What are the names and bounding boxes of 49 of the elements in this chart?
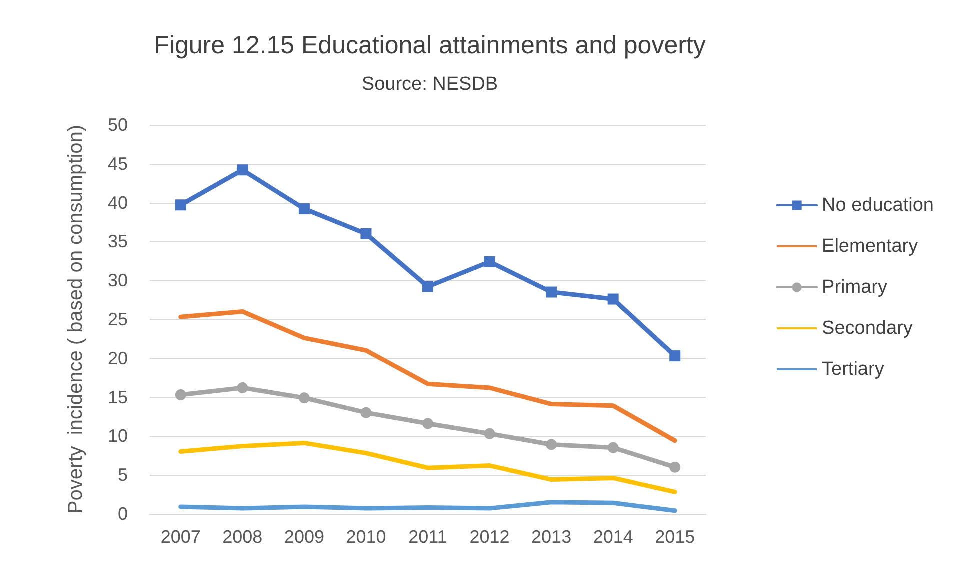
y-tick-label: 10 [108, 426, 128, 446]
y-tick-label: 0 [118, 504, 128, 524]
chart-title: Figure 12.15 Educational attainments and poverty [154, 32, 706, 60]
y-tick-label: 40 [108, 192, 128, 213]
x-tick-label: 2011 [408, 527, 448, 547]
x-tick-label: 2008 [222, 527, 263, 547]
point [360, 228, 372, 240]
legend-label: Primary [822, 277, 888, 298]
x-tick-label: 2014 [593, 527, 634, 547]
point [298, 392, 310, 404]
point [237, 164, 248, 176]
y-tick-label: 35 [108, 232, 128, 252]
y-axis-title: Poverty incidence ( based on consumption) [65, 124, 87, 514]
x-tick-label: 2009 [284, 527, 324, 547]
x-tick-label: 2007 [160, 527, 201, 547]
y-tick-label: 25 [108, 310, 128, 330]
point [608, 442, 619, 454]
legend-label: Tertiary [822, 359, 885, 380]
line-series [178, 309, 678, 444]
y-tick-label: 15 [108, 387, 128, 408]
y-tick-label: 5 [118, 465, 128, 486]
point [175, 200, 186, 211]
legend-label: Elementary [822, 236, 919, 257]
point [608, 294, 619, 305]
point [484, 256, 496, 268]
x-tick-label: 2013 [532, 527, 572, 547]
x-tick-label: 2012 [470, 527, 510, 547]
point [546, 286, 558, 298]
line-series [178, 440, 678, 494]
point [422, 281, 434, 292]
legend-label: No education [822, 195, 934, 216]
point [422, 418, 434, 430]
point [484, 428, 496, 440]
point [237, 382, 248, 394]
chart-subtitle: Source: NESDB [362, 74, 498, 95]
y-tick-label: 20 [108, 348, 128, 368]
y-tick-label: 50 [108, 115, 128, 135]
point [546, 439, 558, 450]
point [298, 204, 310, 215]
point [360, 407, 372, 418]
line-series [178, 500, 678, 514]
point [175, 389, 186, 400]
point [670, 350, 681, 362]
y-tick-label: 45 [108, 154, 128, 174]
point [670, 462, 681, 473]
x-tick-label: 2010 [346, 527, 386, 547]
legend-label: Secondary [822, 318, 914, 339]
y-tick-label: 30 [108, 270, 128, 291]
x-tick-label: 2015 [655, 527, 696, 547]
